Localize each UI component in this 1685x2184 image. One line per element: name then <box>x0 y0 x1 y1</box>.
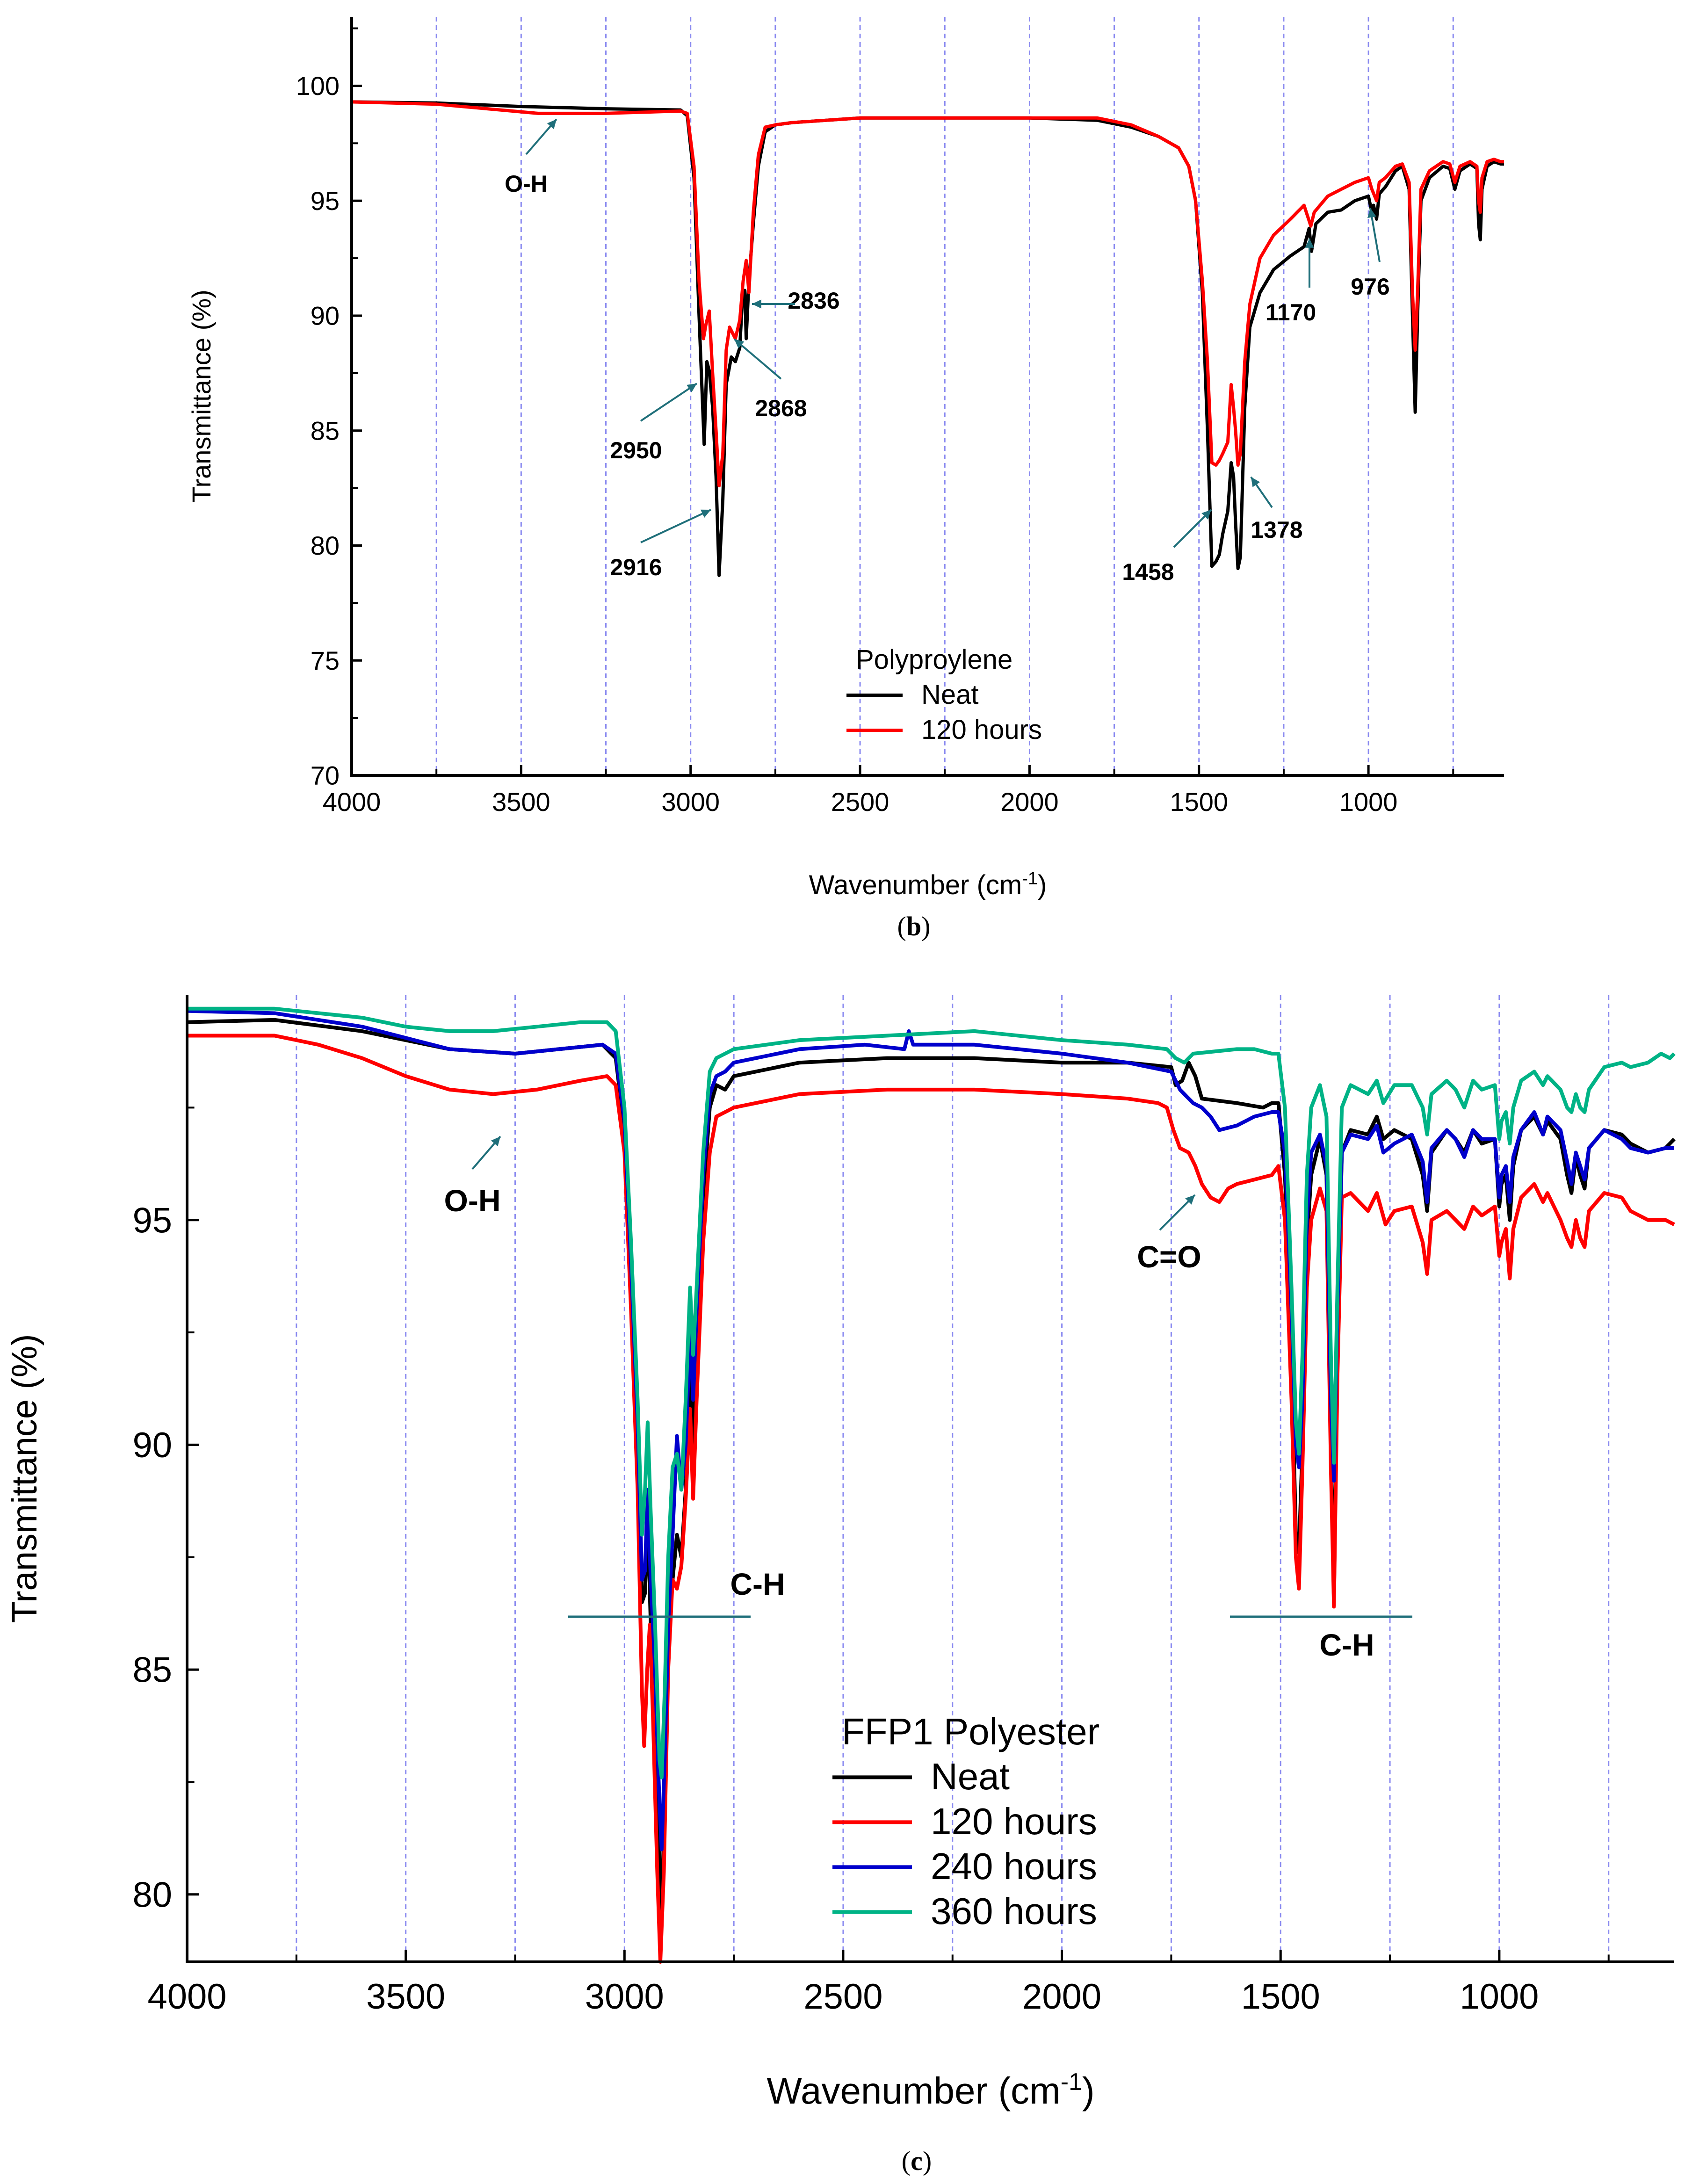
chart-panel-b: 70 75 80 85 90 95 100 4000 3500 3000 2500 2000 1500 1… <box>187 17 1504 941</box>
x-tick-label: 4000 <box>323 787 381 817</box>
annotation-arrowhead <box>687 383 697 392</box>
legend-entry-label: 120 hours <box>921 715 1042 745</box>
annotation-arrowhead <box>1201 510 1211 520</box>
series-lines <box>351 100 1504 577</box>
x-axis-label: Wavenumber (cm-1) <box>767 2068 1094 2112</box>
x-tick-label: 3000 <box>661 787 720 817</box>
series-lines <box>187 1006 1676 1964</box>
panel-caption: (b) <box>897 911 931 941</box>
y-tick-label: 80 <box>132 1875 172 1915</box>
grid-lines <box>435 17 1454 775</box>
annotation-label: 1378 <box>1251 517 1302 543</box>
annotation-arrowhead <box>701 509 711 518</box>
annotation-label: 2950 <box>610 437 662 463</box>
x-tick-label: 3000 <box>585 1977 664 2017</box>
annotation-arrowhead <box>752 299 761 309</box>
series-line-120-hours <box>351 100 1504 488</box>
peak-annotations: O-H 2836 2868 2950 2916 1458 1378 1170 976 <box>505 118 1390 585</box>
series-line-120-hours <box>187 1034 1675 1964</box>
annotation-label: O-H <box>444 1183 501 1218</box>
x-tick-label: 1000 <box>1339 787 1398 817</box>
y-tick-label: 75 <box>311 646 340 675</box>
annotation-label: 2868 <box>755 395 807 421</box>
x-tick-label: 1500 <box>1241 1977 1320 2017</box>
axis-ticks: 70 75 80 85 90 95 100 4000 3500 3000 2500 2000 1500 1… <box>296 27 1454 817</box>
x-tick-label: 2000 <box>1000 787 1059 817</box>
legend-entry-label: 360 hours <box>931 1890 1097 1932</box>
x-axis-label: Wavenumber (cm-1) <box>809 869 1047 900</box>
x-tick-label: 3500 <box>492 787 550 817</box>
x-tick-label: 4000 <box>147 1977 226 2017</box>
annotation-arrow <box>640 509 711 543</box>
annotation-arrow <box>640 383 698 422</box>
x-tick-label: 2000 <box>1022 1977 1101 2017</box>
x-tick-label: 2500 <box>831 787 890 817</box>
annotation-label: C-H <box>1319 1627 1374 1662</box>
annotation-label: C-H <box>730 1567 785 1601</box>
annotation-arrowhead <box>1367 208 1376 218</box>
x-tick-label: 1000 <box>1460 1977 1539 2017</box>
x-axis-label-close: ) <box>1082 2070 1095 2112</box>
legend-entry-label: Neat <box>921 680 979 710</box>
y-tick-label: 95 <box>132 1200 172 1240</box>
legend-title: Polyproylene <box>856 644 1012 675</box>
annotation-arrowhead <box>734 339 745 349</box>
y-tick-label: 100 <box>296 71 340 101</box>
y-tick-label: 85 <box>311 416 340 445</box>
y-tick-label: 85 <box>132 1650 172 1690</box>
annotation-arrow <box>733 338 782 380</box>
y-axis-label: Transmittance (%) <box>187 289 216 502</box>
annotation-arrowhead <box>1305 239 1314 248</box>
panel-caption-letter: b <box>906 911 921 941</box>
x-tick-label: 1500 <box>1170 787 1228 817</box>
annotation-arrowhead <box>491 1136 500 1147</box>
annotation-label: 2836 <box>788 288 839 314</box>
annotation-label: 976 <box>1351 274 1389 300</box>
y-tick-label: 70 <box>311 761 340 790</box>
annotation-arrowhead <box>1251 477 1260 487</box>
annotation-label: 1170 <box>1266 299 1316 325</box>
grid-lines <box>296 995 1610 1962</box>
legend-entry-label: 240 hours <box>931 1845 1097 1887</box>
y-tick-label: 80 <box>311 531 340 560</box>
annotation-arrowhead <box>547 119 557 130</box>
axes-frame <box>186 995 1674 1963</box>
legend-title: FFP1 Polyester <box>842 1711 1099 1752</box>
annotation-label: 1458 <box>1122 559 1174 585</box>
chart-panel-c: 80 85 90 95 4000 3500 3000 2500 2000 1500 1000 O-H… <box>5 995 1676 2176</box>
axis-ticks: 80 85 90 95 4000 3500 3000 2500 2000 1500 1000 <box>132 1106 1610 2017</box>
legend: Polyproylene Neat 120 hours <box>846 644 1042 745</box>
panel-caption-letter: c <box>911 2146 923 2176</box>
x-axis-label-main: Wavenumber (cm <box>767 2070 1060 2112</box>
annotation-label: O-H <box>505 171 548 197</box>
annotation-label: 2916 <box>610 554 662 580</box>
legend-entry-label: 120 hours <box>931 1801 1097 1842</box>
x-axis-label-close: ) <box>1038 870 1047 900</box>
band-annotations: O-H C=O C-H C-H <box>444 1135 1412 1662</box>
y-tick-label: 90 <box>311 301 340 331</box>
series-line-240-hours <box>187 1009 1674 1851</box>
y-tick-label: 95 <box>311 186 340 216</box>
panel-caption: (c) <box>902 2146 932 2176</box>
x-tick-label: 2500 <box>803 1977 882 2017</box>
x-axis-label-sup: -1 <box>1061 2068 1082 2096</box>
y-axis-label: Transmittance (%) <box>5 1334 44 1623</box>
annotation-arrowhead <box>1185 1195 1195 1205</box>
x-axis-label-sup: -1 <box>1022 869 1038 889</box>
y-tick-label: 90 <box>132 1425 172 1465</box>
annotation-label: C=O <box>1137 1239 1201 1274</box>
series-line-360-hours <box>187 1006 1676 1779</box>
legend-entry-label: Neat <box>931 1756 1010 1797</box>
x-tick-label: 3500 <box>366 1977 445 2017</box>
x-axis-label-main: Wavenumber (cm <box>809 870 1022 900</box>
